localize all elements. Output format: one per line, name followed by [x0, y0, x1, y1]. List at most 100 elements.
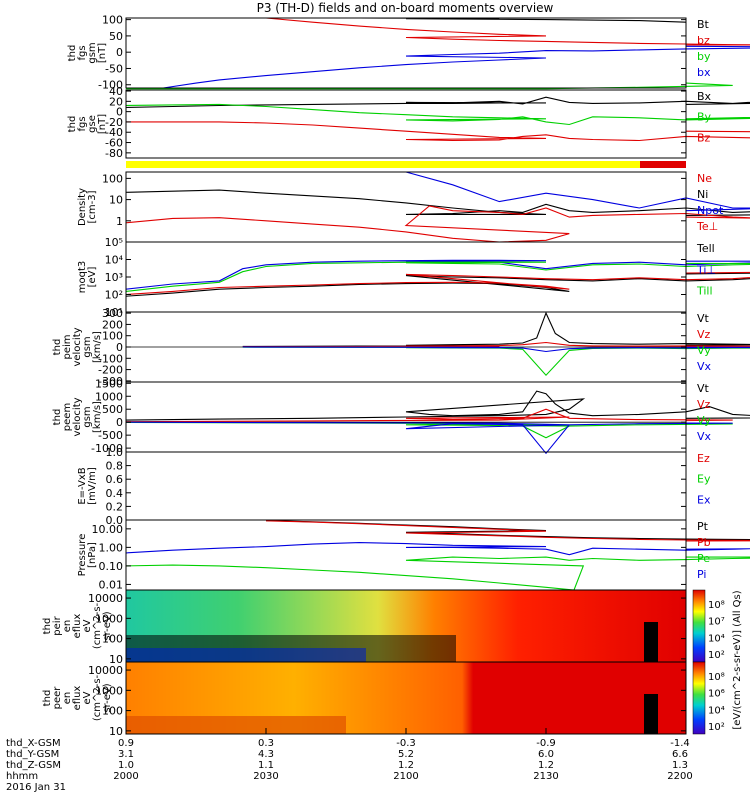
series-line-Till [125, 261, 750, 292]
y-tick-label: 1000 [95, 612, 123, 625]
y-tick-label: 10¹ [105, 306, 123, 319]
y-axis-label-line: gsm [82, 336, 93, 357]
heatmap-band [126, 716, 346, 734]
y-tick-label: 1000 [95, 684, 123, 697]
legend-entry: Vy [697, 344, 711, 357]
legend-entry: Vx [697, 360, 712, 373]
y-axis-label-line: eflux [72, 614, 83, 639]
y-axis-label-line: peir [52, 615, 63, 635]
y-tick-label: 1500 [95, 377, 123, 390]
y-tick-label: 300 [102, 307, 123, 320]
colorbar-unit-label: [eV/(cm^2-s-sr-eV)] (All Qs) [732, 590, 743, 729]
legend-entry: Bx [697, 90, 712, 103]
y-axis-label-line: E=-VxB [77, 467, 88, 504]
x-axis-value: 6.0 [538, 749, 554, 760]
legend-entry: Till [696, 285, 713, 298]
legend-entry: Ni [697, 188, 708, 201]
x-axis-row-label: thd_Z-GSM [6, 760, 61, 771]
heatmap-data-gap [644, 622, 658, 662]
x-axis-value: 1.0 [118, 760, 134, 771]
y-tick-label: 0 [116, 341, 123, 354]
heatmap-low-flux-region [126, 648, 366, 662]
colorbar [692, 661, 706, 735]
y-tick-label: -100 [98, 79, 123, 92]
series-line-bx [163, 45, 750, 89]
series-line-Tell [125, 272, 750, 297]
y-axis-label-line: [cm-3] [87, 190, 98, 223]
y-axis-label-line: sr-eV) [102, 683, 113, 712]
y-tick-label: 1000 [95, 390, 123, 403]
y-axis-label-line: peer [52, 686, 63, 710]
panel-8: 10.00 1.00 0.10 0.01 Pressure [nPa] Pt Pb Pe Pi [77, 519, 750, 591]
series-line-Ne [125, 205, 750, 243]
series-line-Vz [125, 408, 733, 423]
x-axis-row-label: thd_Y-GSM [6, 749, 59, 760]
legend-entry: Te⊥ [696, 220, 718, 233]
y-axis-label-line: thd [52, 409, 63, 426]
x-axis-value: -1.4 [670, 738, 690, 749]
y-tick-label: 0.10 [99, 560, 124, 573]
legend-entry: Npot [697, 204, 724, 217]
y-axis-label-line: thd [52, 339, 63, 356]
date-label: 2016 Jan 31 [6, 782, 66, 793]
series-line-bz [265, 17, 750, 46]
x-axis-row-label: thd_X-GSM [6, 738, 61, 749]
y-axis-label-line: thd [42, 690, 53, 707]
series-line-Npot [219, 171, 750, 212]
y-tick-label: 10 [109, 194, 123, 207]
x-axis-value: 1.2 [398, 760, 414, 771]
y-axis-label-line: [nPa] [87, 542, 98, 568]
y-tick-label: -60 [105, 137, 123, 150]
y-tick-label: 100 [102, 633, 123, 646]
x-axis-value: 3.1 [118, 749, 134, 760]
y-axis-label-line: [nT] [97, 114, 108, 134]
x-axis-value: 1.2 [538, 760, 554, 771]
y-axis-label-line: (cm^2-s- [92, 602, 103, 649]
legend-entry: Ez [697, 452, 710, 465]
panel-1: 100 50 0 -50 -100 thd fgs gsm [nT] Bt bz by bx [67, 14, 750, 92]
legend-entry: By [697, 111, 712, 124]
x-axis-value: 2000 [113, 771, 138, 782]
legend-entry: Pb [697, 536, 711, 549]
series-line-Vy [125, 421, 733, 439]
y-tick-label: -20 [105, 116, 123, 129]
y-tick-label: 40 [109, 85, 123, 98]
y-tick-label: -50 [105, 62, 123, 75]
legend-entry: Vt [697, 312, 710, 325]
panel-frame [125, 17, 687, 89]
colorbar [692, 589, 706, 663]
y-tick-label: 0 [116, 106, 123, 119]
x-axis-value: -0.9 [536, 738, 556, 749]
legend-entry: Tell [696, 242, 715, 255]
panel-4: 10⁵ 10⁴ 10³ 10² 10¹ moqt3 [eV] Tell Ti⊥ Till [77, 236, 750, 319]
panel-frame [125, 241, 687, 313]
y-tick-label: -80 [105, 147, 123, 160]
y-tick-label: 10000 [88, 664, 123, 677]
y-tick-label: -200 [98, 364, 123, 377]
y-tick-label: 100 [102, 330, 123, 343]
colorbar-tick-label: 10⁶ [708, 689, 725, 700]
x-axis-value: 0.9 [118, 738, 134, 749]
x-axis-value: 4.3 [258, 749, 274, 760]
legend-entry: bx [697, 66, 711, 79]
panel-10: 10⁸ 10⁶ 10⁴ 10² 10000 1000 100 10 thd peer en eflux… [42, 661, 725, 738]
y-tick-label: 1 [116, 215, 123, 228]
y-axis-label-line: thd [67, 116, 78, 133]
panel-9: 10⁸ 10⁷ 10⁴ 10² 10000 1000 100 10 thd peir en eflux… [42, 589, 725, 666]
y-axis-label-line: eflux [72, 686, 83, 711]
y-axis-label-line: [km/s] [92, 401, 103, 433]
legend-entry: Pi [697, 568, 706, 581]
colorbar-tick-label: 10⁴ [708, 705, 725, 716]
y-axis-label-line: [km/s] [92, 331, 103, 363]
y-axis-label-line: thd [67, 45, 78, 62]
y-tick-label: 0.2 [106, 500, 124, 513]
y-tick-label: -300 [98, 375, 123, 388]
y-tick-label: 100 [102, 14, 123, 27]
series-line-Bz [126, 121, 750, 142]
x-axis-value: 2030 [253, 771, 278, 782]
y-tick-label: 10 [109, 653, 123, 666]
y-tick-label: 0 [116, 416, 123, 429]
